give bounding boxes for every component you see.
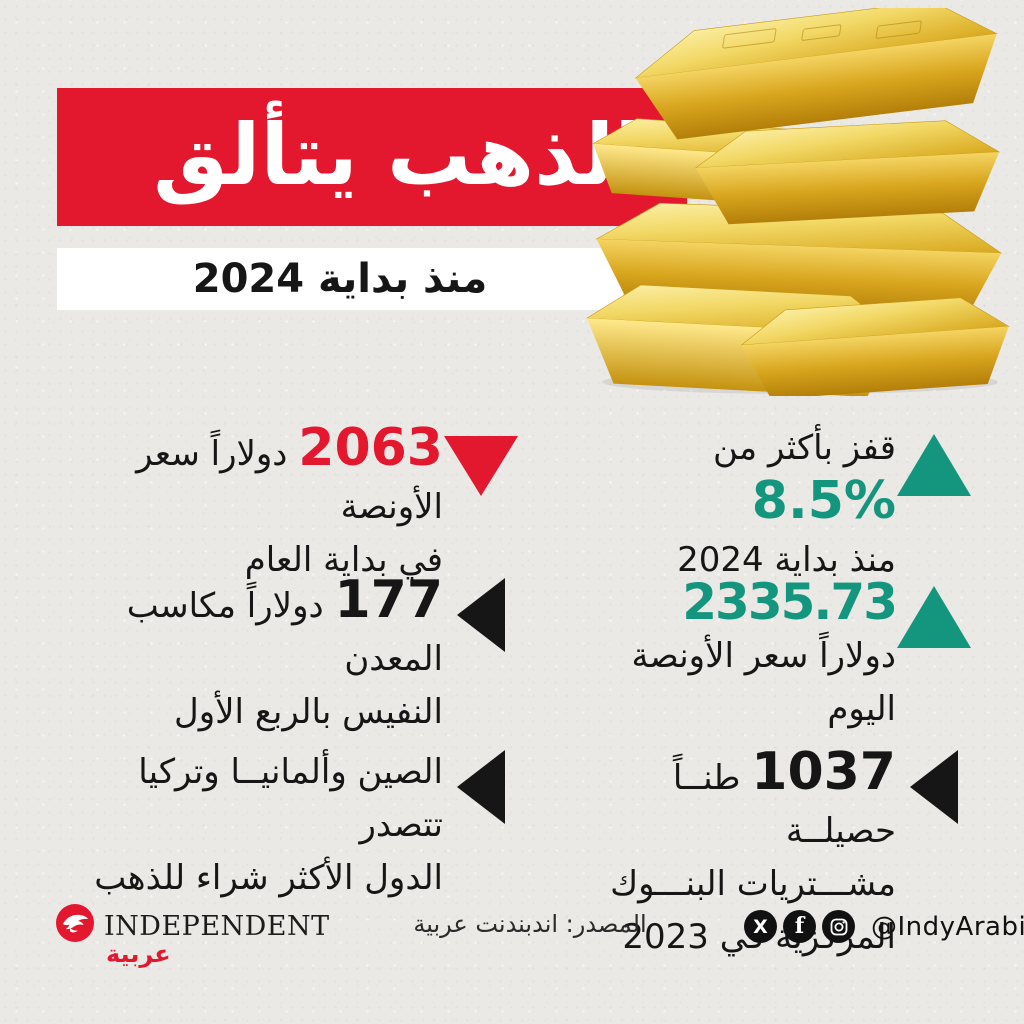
social-bar: X f @IndyArabia [744, 910, 1024, 943]
instagram-glyph [830, 918, 847, 935]
stat-line: 177 دولاراً مكاسب المعدن [65, 574, 445, 686]
stat-line: دولاراً سعر الأونصة اليوم [631, 636, 896, 729]
stat-price-today: 2335.73 دولاراً سعر الأونصة اليوم [560, 574, 972, 736]
indicator-box [443, 422, 519, 496]
left-triangle-icon [457, 578, 505, 652]
left-triangle-icon [457, 750, 505, 824]
stat-value: 177 [334, 570, 445, 630]
up-triangle-icon [897, 586, 971, 648]
brand-name: INDEPENDENT [104, 911, 330, 942]
stat-line: 1037 طنــاً حصيلــة [570, 746, 898, 858]
brand-arabic: عربية [106, 940, 171, 968]
independent-logo: INDEPENDENT [56, 904, 330, 942]
eagle-icon [63, 914, 88, 933]
up-triangle-icon [897, 434, 971, 496]
source-text: المصدر: اندبندنت عربية [413, 910, 647, 938]
stat-q1-gains-text: 177 دولاراً مكاسب المعدن النفيس بالربع ا… [65, 574, 445, 739]
stat-q1-gains: 177 دولاراً مكاسب المعدن النفيس بالربع ا… [55, 574, 519, 739]
indicator-box [896, 574, 972, 648]
subtitle-banner: منذ بداية 2024 [57, 248, 623, 310]
stat-line: قفز بأكثر من %8.5 [570, 422, 898, 534]
stat-value: 2063 [298, 418, 445, 478]
stat-price-start: 2063 دولاراً سعر الأونصة في بداية العام [55, 422, 519, 587]
gold-bars-image [585, 8, 1010, 396]
facebook-glyph: f [794, 912, 805, 939]
stat-value: %8.5 [751, 471, 898, 531]
stat-line: 2063 دولاراً سعر الأونصة [65, 422, 445, 534]
x-icon: X [744, 910, 777, 943]
instagram-icon [822, 910, 855, 943]
stat-price-start-text: 2063 دولاراً سعر الأونصة في بداية العام [65, 422, 445, 587]
stat-jump-percent: قفز بأكثر من %8.5 منذ بداية 2024 [560, 422, 972, 587]
stat-top-buyers: الصين وألمانيــا وتركيا تتصدر الدول الأك… [55, 746, 519, 905]
social-handle: @IndyArabia [871, 911, 1024, 942]
eagle-logo-circle [56, 904, 94, 942]
stat-value: 1037 [751, 742, 898, 802]
indicator-box [443, 574, 519, 652]
indicator-box [896, 746, 972, 824]
stat-price-today-text: 2335.73 دولاراً سعر الأونصة اليوم [570, 573, 898, 736]
stat-line: النفيس بالربع الأول [174, 692, 443, 732]
stat-value: 2335.73 [682, 573, 898, 631]
indicator-box [443, 746, 519, 824]
left-triangle-icon [910, 750, 958, 824]
down-triangle-icon [444, 436, 518, 496]
facebook-icon: f [783, 910, 816, 943]
stat-jump-percent-text: قفز بأكثر من %8.5 منذ بداية 2024 [570, 422, 898, 587]
footer: INDEPENDENT عربية المصدر: اندبندنت عربية… [0, 896, 1024, 986]
x-glyph: X [753, 915, 768, 938]
page-subtitle: منذ بداية 2024 [192, 256, 488, 302]
stat-label: قفز بأكثر من [713, 428, 896, 468]
stat-line: الصين وألمانيــا وتركيا تتصدر [138, 752, 443, 845]
stat-top-buyers-text: الصين وألمانيــا وتركيا تتصدر الدول الأك… [65, 746, 443, 905]
indicator-box [896, 422, 972, 496]
